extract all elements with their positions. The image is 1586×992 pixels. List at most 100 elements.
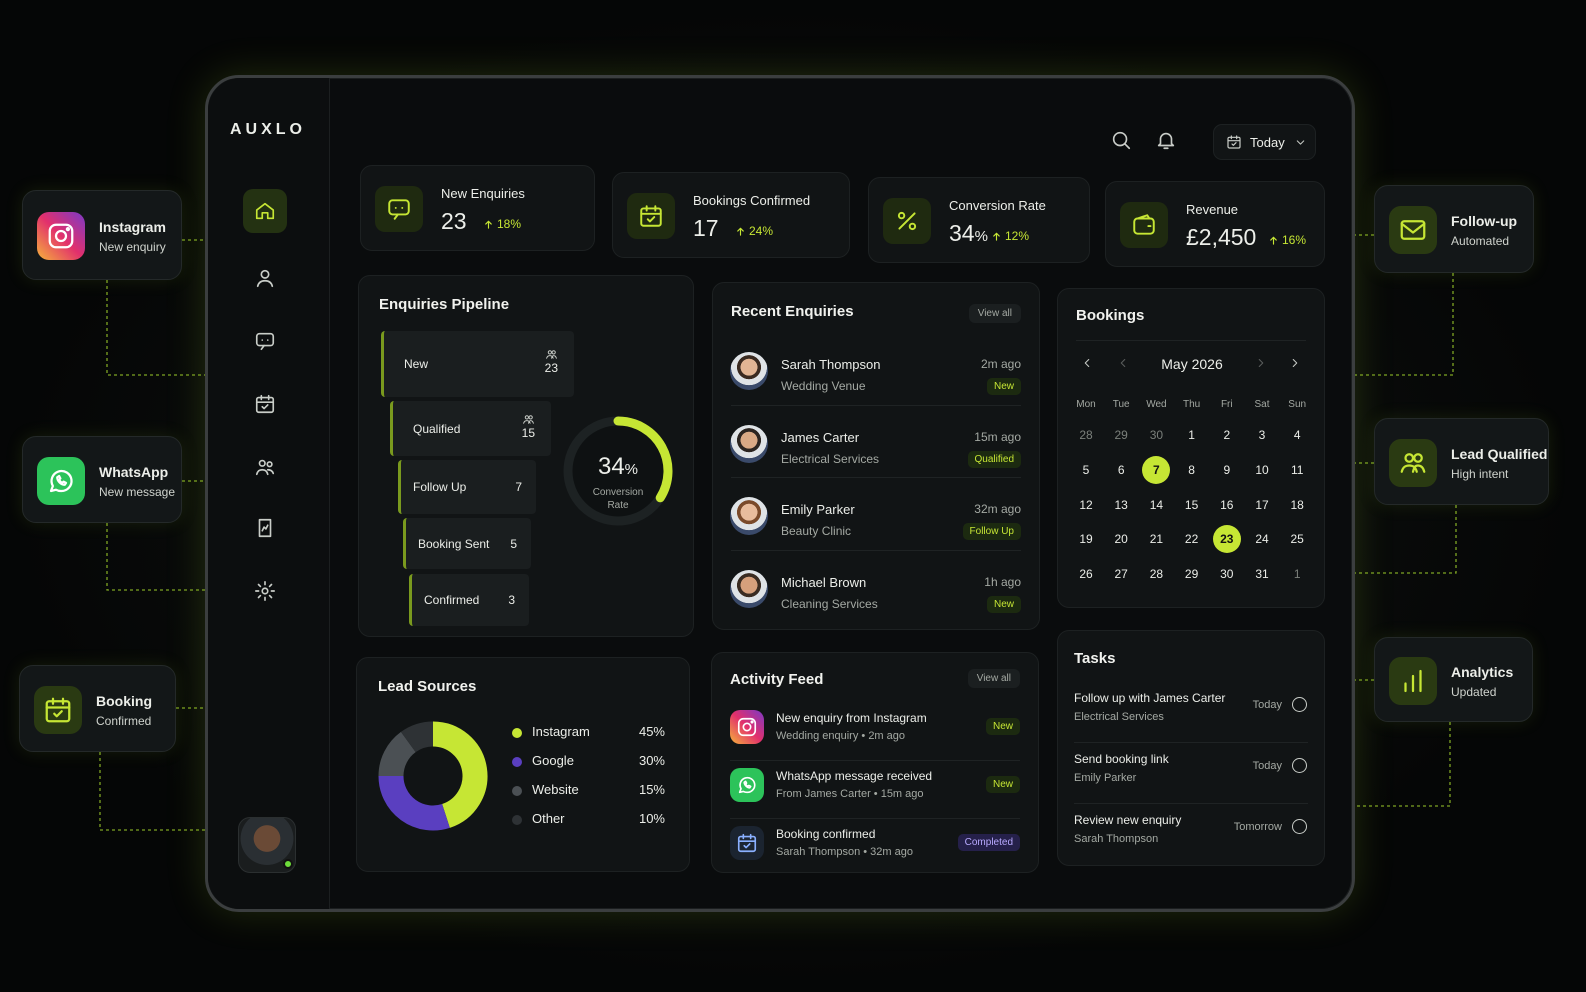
day[interactable]: 29 — [1114, 428, 1128, 442]
task-checkbox[interactable] — [1292, 697, 1307, 712]
status-badge: New — [985, 718, 1020, 735]
kpi-icon — [375, 186, 423, 232]
day[interactable]: 3 — [1258, 428, 1266, 442]
day[interactable]: 24 — [1255, 532, 1269, 547]
legend-name: Instagram — [532, 724, 590, 739]
day[interactable]: 8 — [1188, 462, 1195, 477]
task-title: Review new enquiry — [1074, 813, 1182, 827]
icon — [1270, 236, 1277, 245]
day[interactable]: 14 — [1149, 497, 1164, 512]
day[interactable]: 27 — [1114, 567, 1128, 582]
lead-sources-panel: Lead Sources Instagram 45% Google 30% Website… — [356, 657, 690, 872]
nav-home[interactable] — [243, 189, 287, 233]
kpi-value: £2,450 — [1186, 224, 1257, 250]
day[interactable]: 16 — [1220, 497, 1234, 512]
task-due: Tomorrow — [1233, 821, 1282, 833]
day[interactable]: 28 — [1149, 567, 1164, 582]
stage-name: New — [404, 357, 429, 371]
stage-icon — [522, 413, 535, 431]
icon — [45, 697, 71, 722]
divider — [730, 818, 1020, 819]
day[interactable]: 10 — [1255, 462, 1269, 477]
day[interactable]: 19 — [1079, 532, 1093, 547]
tasks-title: Tasks — [1074, 650, 1116, 667]
stage-name: Follow Up — [413, 480, 467, 494]
day[interactable]: 9 — [1223, 462, 1231, 477]
lead-sources-title: Lead Sources — [378, 678, 477, 695]
date-filter[interactable]: Today — [1213, 124, 1316, 160]
avatar — [730, 352, 768, 390]
legend-dot — [512, 757, 522, 767]
task-checkbox[interactable] — [1292, 819, 1307, 834]
nav-chat[interactable] — [254, 330, 276, 357]
day[interactable]: 15 — [1184, 497, 1199, 512]
task-checkbox[interactable] — [1292, 758, 1307, 773]
view-all[interactable]: View all — [967, 669, 1020, 688]
nav-user[interactable] — [254, 267, 276, 294]
day[interactable]: 25 — [1290, 532, 1304, 547]
pipeline-panel: Enquiries Pipeline New 23 Qualified 15 Follow… — [358, 275, 694, 637]
chevron — [1294, 136, 1307, 154]
pipeline-stage: Follow Up 7 — [398, 460, 536, 514]
integration-icon — [34, 685, 82, 734]
enquiry-business: Wedding Venue — [781, 379, 866, 393]
day[interactable]: 29 — [1184, 567, 1199, 582]
day[interactable]: 22 — [1184, 532, 1199, 547]
kpi-card: Conversion Rate 34% 12% — [868, 177, 1090, 263]
stage-count: 15 — [521, 425, 535, 440]
day[interactable]: 30 — [1220, 567, 1234, 582]
view-all[interactable]: View all — [968, 304, 1021, 323]
nav-users[interactable] — [254, 456, 276, 483]
day[interactable]: 28 — [1079, 428, 1093, 442]
donut-segment — [400, 721, 434, 753]
month-nav[interactable] — [1116, 356, 1130, 375]
day[interactable]: 20 — [1114, 532, 1128, 547]
search[interactable] — [1110, 129, 1132, 156]
day[interactable]: 2 — [1223, 428, 1231, 442]
icon — [49, 469, 73, 492]
month-nav[interactable] — [1288, 356, 1302, 375]
kpi-value-row: £2,450 — [1186, 224, 1256, 251]
activity-item-title: WhatsApp message received — [776, 769, 933, 783]
icon — [640, 205, 662, 227]
recent-enquiries-panel: Recent Enquiries View all Sarah Thompson We… — [712, 282, 1040, 630]
status-badge: Completed — [957, 834, 1020, 851]
nav-gear[interactable] — [254, 580, 276, 607]
day[interactable]: 11 — [1290, 462, 1304, 477]
gauge-arc — [613, 416, 673, 503]
day[interactable]: 18 — [1290, 497, 1304, 512]
nav-cal[interactable] — [254, 393, 276, 420]
icon — [737, 717, 757, 737]
day[interactable]: 4 — [1293, 428, 1301, 442]
day[interactable]: 13 — [1114, 497, 1128, 512]
day[interactable]: 5 — [1082, 462, 1090, 477]
legend-value: 45% — [638, 724, 665, 739]
notifications[interactable] — [1155, 129, 1177, 156]
day[interactable]: 17 — [1255, 497, 1269, 512]
nav-doc[interactable] — [254, 517, 276, 544]
day[interactable]: 26 — [1079, 567, 1093, 582]
day[interactable]: 31 — [1255, 567, 1269, 582]
activity-icon — [730, 768, 764, 802]
day[interactable]: 30 — [1149, 428, 1164, 442]
month-nav[interactable] — [1080, 356, 1094, 375]
day[interactable]: 7 — [1153, 462, 1160, 477]
brand: AUXLO — [230, 121, 306, 138]
icon — [1258, 358, 1264, 368]
legend-name: Other — [532, 811, 565, 826]
month-nav[interactable] — [1254, 356, 1268, 375]
icon — [1404, 669, 1422, 692]
kpi-change: 18% — [483, 217, 521, 231]
activity-item-title: Booking confirmed — [776, 827, 876, 841]
day[interactable]: 1 — [1293, 567, 1301, 582]
day[interactable]: 1 — [1188, 428, 1195, 442]
day[interactable]: 12 — [1079, 497, 1093, 512]
kpi-value-row: 34% — [949, 220, 988, 247]
day[interactable]: 6 — [1117, 462, 1125, 477]
activity-icon — [730, 710, 764, 744]
day[interactable]: 23 — [1220, 532, 1234, 547]
icon — [737, 227, 744, 236]
divider — [731, 477, 1021, 478]
day[interactable]: 21 — [1149, 532, 1164, 547]
